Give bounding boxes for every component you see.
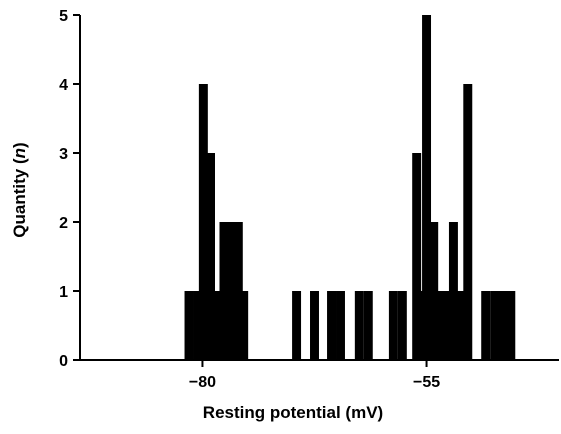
x-ticks-layer: −80 −55 <box>189 360 440 391</box>
histogram-bar <box>412 153 422 360</box>
y-tick-label: 4 <box>59 77 68 94</box>
bars-layer <box>184 15 516 360</box>
histogram-bar <box>198 84 208 360</box>
y-axis-title-suffix: ) <box>10 142 29 148</box>
histogram-bar <box>310 291 319 360</box>
histogram-bar <box>206 153 215 360</box>
histogram-bar <box>363 291 373 360</box>
y-axis-title-variable: n <box>10 148 29 158</box>
y-tick-label: 0 <box>59 353 68 370</box>
histogram-bar <box>184 291 194 360</box>
y-tick-label: 5 <box>59 8 68 25</box>
x-axis-title: Resting potential (mV) <box>203 403 383 422</box>
histogram-bar <box>397 291 407 360</box>
x-tick-label: −55 <box>413 374 440 391</box>
histogram-bar <box>442 291 452 360</box>
histogram-bar <box>193 291 203 360</box>
histogram-bar <box>448 222 458 360</box>
histogram-bar <box>219 222 229 360</box>
histogram-bar <box>422 15 432 360</box>
histogram-bar <box>455 291 465 360</box>
x-tick-label: −80 <box>189 374 216 391</box>
histogram-bar <box>354 291 364 360</box>
y-axis-title: Quantity (n) <box>10 142 29 237</box>
histogram-bar <box>336 291 345 360</box>
y-tick-label: 1 <box>59 284 68 301</box>
histogram-bar <box>292 291 302 360</box>
y-tick-label: 2 <box>59 215 68 232</box>
histogram-bar <box>429 222 439 360</box>
histogram-bar <box>435 291 445 360</box>
histogram-bar <box>481 291 491 360</box>
histogram-bar <box>463 84 473 360</box>
histogram-bar <box>388 291 398 360</box>
histogram-bar <box>498 291 508 360</box>
histogram-bar <box>233 222 243 360</box>
y-tick-label: 3 <box>59 146 68 163</box>
histogram-bar <box>506 291 516 360</box>
histogram-bar <box>239 291 249 360</box>
histogram-bar <box>327 291 337 360</box>
y-ticks-layer: 0 1 2 3 4 5 <box>59 8 80 370</box>
histogram-bar <box>213 291 223 360</box>
y-axis-title-prefix: Quantity ( <box>10 158 29 238</box>
histogram-bar <box>490 291 500 360</box>
histogram-bar <box>227 222 237 360</box>
